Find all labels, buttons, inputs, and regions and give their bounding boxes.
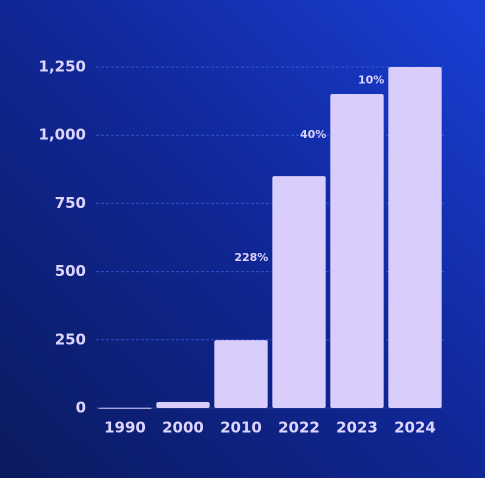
- bar: [272, 176, 326, 408]
- y-tick-label: 250: [55, 330, 86, 348]
- y-tick-label: 1,250: [39, 58, 86, 76]
- x-tick-label: 2022: [278, 419, 320, 437]
- bar: [330, 94, 384, 408]
- growth-label: 40%: [300, 128, 326, 141]
- x-tick-label: 2023: [336, 419, 378, 437]
- y-tick-label: 1,000: [39, 126, 86, 144]
- bar: [214, 340, 268, 408]
- x-tick-label: 2010: [220, 419, 262, 437]
- x-tick-label: 2024: [394, 419, 436, 437]
- y-tick-label: 500: [55, 262, 86, 280]
- bar: [98, 407, 152, 409]
- growth-label: 228%: [234, 251, 268, 264]
- y-tick-label: 750: [55, 194, 86, 212]
- bar: [156, 401, 210, 408]
- bar: [388, 67, 442, 408]
- x-tick-label: 1990: [104, 419, 146, 437]
- x-tick-label: 2000: [162, 419, 204, 437]
- growth-label: 10%: [358, 74, 384, 87]
- y-tick-label: 0: [76, 399, 86, 417]
